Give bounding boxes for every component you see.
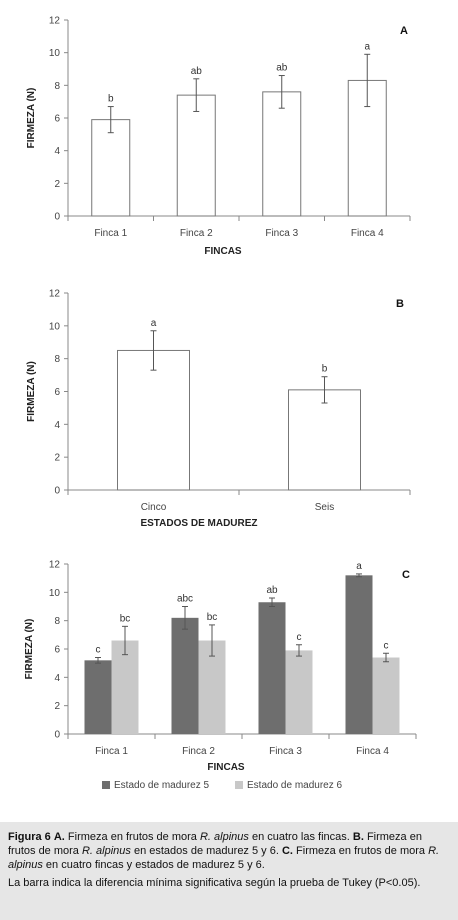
bar — [171, 617, 199, 734]
significance-letter: c — [384, 640, 389, 651]
bar — [91, 119, 131, 217]
y-tick-label: 0 — [54, 212, 60, 223]
y-tick-label: 0 — [54, 486, 60, 497]
y-axis-title: FIRMEZA (N) — [26, 88, 37, 149]
panel-letter: A — [400, 25, 408, 37]
x-axis-title: ESTADOS DE MADUREZ — [140, 518, 257, 529]
bar — [288, 389, 361, 491]
bar — [258, 602, 286, 734]
significance-letter: a — [364, 41, 370, 52]
significance-letter: b — [108, 94, 114, 105]
bar — [84, 660, 112, 734]
x-tick-label: Finca 1 — [94, 228, 127, 239]
x-tick-label: Finca 3 — [269, 746, 302, 757]
figure-caption: Figura 6 A. Firmeza en frutos de mora R.… — [0, 822, 458, 920]
y-tick-label: 4 — [54, 420, 60, 431]
legend-swatch — [102, 781, 110, 789]
y-tick-label: 6 — [54, 114, 60, 125]
caption-b-post: en estados de madurez 5 y 6. — [133, 845, 279, 857]
caption-species-b: R. alpinus — [81, 845, 131, 857]
significance-letter: ab — [276, 63, 288, 74]
legend-swatch — [235, 781, 243, 789]
x-tick-label: Finca 2 — [182, 746, 215, 757]
panel-letter: B — [396, 298, 404, 310]
y-tick-label: 8 — [54, 81, 60, 92]
y-tick-label: 8 — [54, 616, 60, 627]
bar — [111, 640, 139, 734]
y-tick-label: 12 — [49, 560, 61, 571]
y-tick-label: 12 — [49, 289, 61, 300]
caption-c-label: C. — [281, 845, 293, 857]
x-tick-label: Seis — [315, 502, 334, 513]
caption-a-post: en cuatro las fincas. — [251, 831, 350, 843]
y-tick-label: 6 — [54, 645, 60, 656]
x-tick-label: Finca 3 — [265, 228, 298, 239]
y-axis-title: FIRMEZA (N) — [24, 619, 35, 680]
caption-species-a: R. alpinus — [199, 831, 249, 843]
y-tick-label: 8 — [54, 354, 60, 365]
caption-species-c: R. alpinus — [8, 845, 440, 871]
panel-letter: C — [402, 569, 410, 581]
bar — [262, 91, 302, 217]
legend-label: Estado de madurez 6 — [247, 780, 342, 791]
caption-b-label: B. — [352, 831, 364, 843]
x-tick-label: Finca 2 — [180, 228, 213, 239]
bar — [372, 657, 400, 734]
chart-b: 0 2 4 6 8 10 12 Cinco Seis a b ESTADOS DE MADUREZ FI… — [26, 289, 411, 529]
significance-letter: ab — [266, 585, 278, 596]
y-tick-label: 12 — [49, 16, 61, 27]
chart-panel-b: 0 2 4 6 8 10 12 Cinco Seis a b ESTADOS DE MADUREZ FI… — [0, 276, 458, 541]
significance-letter: c — [96, 645, 101, 656]
significance-letter: bc — [207, 612, 218, 623]
significance-letter: abc — [177, 594, 193, 605]
bar — [117, 349, 190, 491]
significance-letter: a — [356, 561, 362, 572]
chart-panel-c: 0 2 4 6 8 10 12 Finca 1 Finca 2 Finca 3 Finca 4 c ab… — [0, 548, 458, 810]
bar — [345, 575, 373, 734]
caption-fig-label: Figura 6 — [8, 831, 51, 843]
y-tick-label: 2 — [54, 701, 60, 712]
caption-paragraph-main: Figura 6 A. Firmeza en frutos de mora R.… — [8, 830, 448, 872]
caption-b-pre: Firmeza en frutos de mora — [8, 831, 422, 857]
y-tick-label: 10 — [49, 321, 61, 332]
caption-note: La barra indica la diferencia mínima sig… — [8, 877, 421, 889]
legend-label: Estado de madurez 5 — [114, 780, 209, 791]
caption-c-post: en cuatro fincas y estados de madurez 5 … — [45, 859, 265, 871]
y-tick-label: 2 — [54, 179, 60, 190]
y-tick-label: 0 — [54, 730, 60, 741]
x-tick-label: Cinco — [141, 502, 167, 513]
significance-letter: bc — [120, 613, 131, 624]
significance-letter: c — [297, 632, 302, 643]
y-tick-label: 4 — [54, 146, 60, 157]
bar — [285, 650, 313, 734]
x-axis-title: FINCAS — [207, 762, 245, 773]
y-tick-label: 10 — [49, 48, 61, 59]
y-tick-label: 10 — [49, 588, 61, 599]
x-axis-title: FINCAS — [204, 246, 242, 257]
significance-letter: ab — [191, 66, 203, 77]
caption-c-pre: Firmeza en frutos de mora — [296, 845, 426, 857]
x-tick-label: Finca 4 — [356, 746, 389, 757]
significance-letter: a — [151, 318, 157, 329]
caption-a-label: A. — [53, 831, 65, 843]
x-tick-label: Finca 1 — [95, 746, 128, 757]
x-tick-label: Finca 4 — [351, 228, 384, 239]
significance-letter: b — [322, 364, 328, 375]
bar — [176, 94, 216, 217]
caption-a-pre: Firmeza en frutos de mora — [67, 831, 197, 843]
y-axis-title: FIRMEZA (N) — [26, 361, 37, 422]
y-tick-label: 4 — [54, 673, 60, 684]
caption-text: Figura 6 A. Firmeza en frutos de mora R.… — [8, 830, 448, 894]
chart-panel-a: 0 2 4 6 8 10 12 Finca 1 Finca 2 Finca 3 Finca 4 b ab… — [0, 0, 458, 270]
y-tick-label: 6 — [54, 387, 60, 398]
chart-a: 0 2 4 6 8 10 12 Finca 1 Finca 2 Finca 3 Finca 4 b ab… — [26, 16, 411, 257]
y-tick-label: 2 — [54, 453, 60, 464]
